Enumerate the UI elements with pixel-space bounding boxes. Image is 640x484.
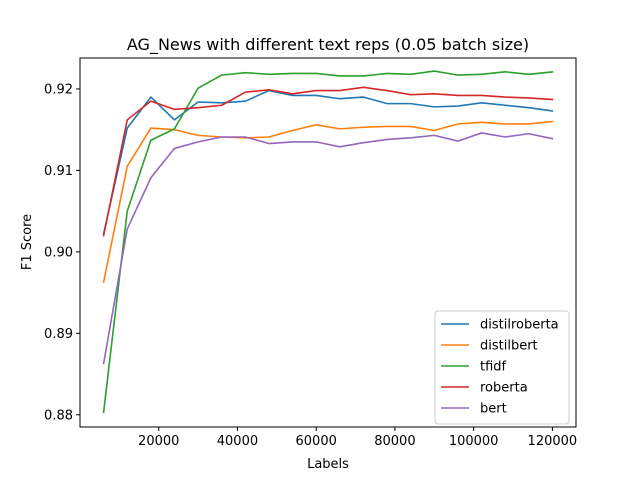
legend-box <box>434 310 570 425</box>
series-line-tfidf <box>102 70 554 414</box>
series-lines <box>102 70 554 414</box>
series-line-roberta <box>102 86 554 237</box>
legend: distilroberta distilbert tfidf roberta bert <box>434 310 570 425</box>
series-line-bert <box>102 132 554 365</box>
y-tick-label: 0.92 <box>44 82 73 97</box>
y-axis-ticks: 0.88 0.89 0.90 0.91 0.92 <box>44 82 80 423</box>
x-tick-label: 120000 <box>528 434 578 449</box>
legend-label-distilroberta: distilroberta <box>480 318 559 333</box>
series-line-distilbert <box>102 120 554 283</box>
series-line-distilroberta <box>102 89 554 235</box>
x-tick-label: 20000 <box>138 434 179 449</box>
y-tick-label: 0.90 <box>44 245 73 260</box>
x-tick-label: 100000 <box>449 434 499 449</box>
legend-label-tfidf: tfidf <box>480 360 507 375</box>
y-tick-label: 0.88 <box>44 408 73 423</box>
x-axis-title: Labels <box>307 457 349 472</box>
y-tick-label: 0.91 <box>44 164 73 179</box>
y-tick-label: 0.89 <box>44 327 73 342</box>
legend-label-roberta: roberta <box>480 381 528 396</box>
legend-label-distilbert: distilbert <box>480 339 538 354</box>
chart-title: AG_News with different text reps (0.05 b… <box>127 35 529 55</box>
y-axis-title: F1 Score <box>20 214 35 270</box>
x-tick-label: 40000 <box>217 434 258 449</box>
plot-area-frame <box>79 57 577 428</box>
x-tick-label: 80000 <box>374 434 415 449</box>
legend-label-bert: bert <box>480 402 507 417</box>
x-axis-ticks: 20000 40000 60000 80000 100000 120000 <box>138 427 577 449</box>
x-tick-label: 60000 <box>296 434 337 449</box>
